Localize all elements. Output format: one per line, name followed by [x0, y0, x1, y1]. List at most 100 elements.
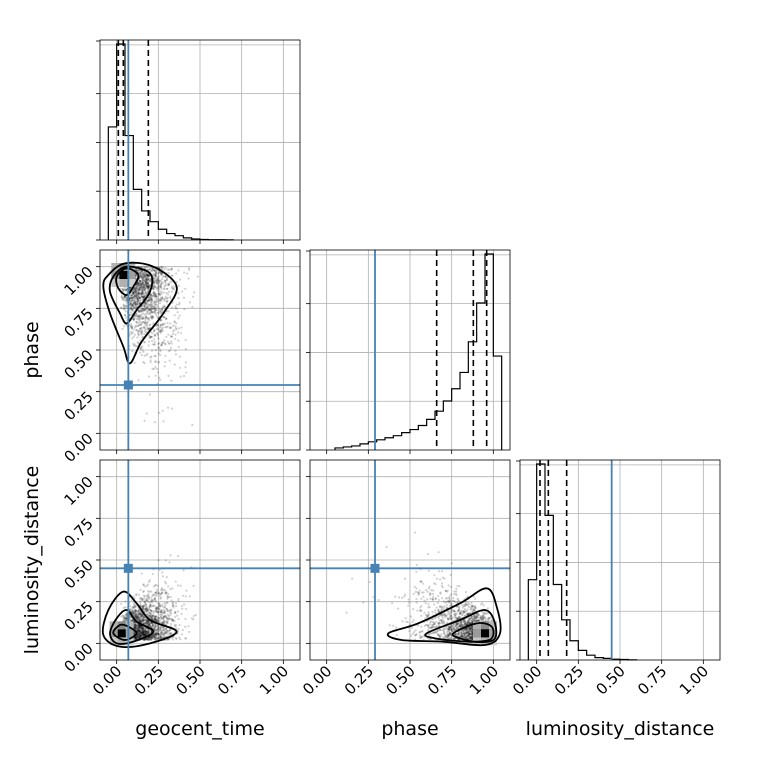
scatter-point	[154, 272, 157, 275]
scatter-point	[131, 294, 134, 297]
scatter-point	[170, 268, 173, 271]
scatter-point	[415, 570, 418, 573]
scatter-point	[427, 552, 430, 556]
scatter-point	[152, 287, 155, 291]
scatter-point	[158, 376, 161, 379]
scatter-point	[153, 338, 156, 341]
scatter-point	[455, 587, 458, 590]
scatter-point	[175, 605, 178, 608]
scatter-point	[177, 599, 180, 602]
scatter-point	[464, 590, 468, 594]
scatter-point	[157, 282, 160, 285]
x-tick-label: 0.00	[89, 662, 125, 698]
scatter-point	[166, 340, 170, 343]
scatter-point	[156, 286, 159, 289]
scatter-point	[168, 614, 171, 617]
scatter-point	[467, 606, 471, 609]
scatter-point	[149, 303, 152, 306]
scatter-point	[137, 310, 140, 314]
scatter-point	[169, 622, 173, 626]
scatter-point	[149, 361, 152, 364]
scatter-point	[159, 290, 162, 294]
scatter-point	[142, 321, 145, 324]
scatter-point	[420, 625, 423, 628]
scatter-point	[144, 281, 147, 285]
scatter-point	[158, 279, 161, 282]
scatter-point	[453, 614, 457, 618]
scatter-point	[161, 326, 165, 329]
scatter-point	[132, 292, 136, 295]
scatter-point	[156, 332, 159, 335]
scatter-point	[154, 273, 157, 276]
scatter-point	[441, 576, 445, 579]
scatter-point	[432, 595, 435, 599]
scatter-point	[156, 279, 159, 282]
scatter-point	[144, 286, 147, 289]
scatter-point	[166, 268, 169, 271]
truth-marker	[123, 380, 133, 390]
scatter-point	[136, 269, 139, 272]
scatter-point	[168, 342, 171, 345]
scatter-point	[148, 614, 151, 617]
scatter-point	[139, 292, 142, 296]
scatter-point	[146, 326, 149, 329]
scatter-point	[171, 274, 174, 277]
scatter-point	[418, 589, 421, 592]
scatter-point	[188, 630, 191, 633]
scatter-point	[169, 633, 172, 636]
scatter-point	[139, 271, 143, 274]
scatter-point	[164, 582, 168, 585]
scatter-point	[173, 314, 176, 317]
scatter-point	[434, 609, 437, 612]
scatter-point	[137, 292, 140, 295]
scatter-point	[139, 327, 142, 330]
scatter-point	[160, 265, 163, 269]
scatter-point	[130, 300, 133, 303]
density-peak	[117, 629, 126, 638]
scatter-point	[413, 585, 416, 588]
scatter-point	[140, 572, 143, 575]
scatter-point	[139, 287, 142, 290]
scatter-point	[184, 338, 187, 342]
scatter-point	[141, 282, 144, 286]
scatter-point	[163, 635, 166, 638]
scatter-point	[412, 607, 415, 611]
scatter-point	[124, 299, 127, 302]
scatter-point	[166, 595, 169, 598]
scatter-point	[169, 326, 172, 329]
scatter-point	[124, 313, 127, 317]
scatter-point	[147, 284, 150, 287]
scatter-point	[137, 315, 140, 318]
scatter-point	[157, 292, 160, 295]
scatter-point	[477, 618, 480, 621]
scatter-point	[121, 327, 124, 331]
scatter-point	[158, 348, 162, 351]
scatter-point	[447, 584, 450, 587]
scatter-point	[157, 361, 160, 364]
scatter-point	[163, 298, 166, 301]
scatter-point	[152, 627, 156, 630]
scatter-point	[143, 308, 146, 311]
scatter-point	[154, 286, 157, 289]
scatter-point	[148, 304, 151, 307]
scatter-point	[153, 306, 157, 309]
scatter-point	[155, 610, 158, 614]
scatter-point	[167, 310, 170, 313]
scatter-point	[144, 328, 147, 331]
scatter-point	[155, 278, 158, 281]
scatter-point	[192, 614, 195, 618]
scatter-point	[141, 331, 144, 334]
scatter-point	[453, 600, 457, 604]
scatter-point	[174, 307, 177, 310]
scatter-point	[135, 294, 138, 297]
scatter-point	[165, 300, 168, 303]
scatter-point	[420, 614, 423, 617]
scatter-point	[138, 280, 142, 283]
scatter-point	[133, 293, 136, 296]
scatter-point	[156, 297, 159, 301]
scatter-point	[135, 325, 138, 328]
scatter-point	[152, 610, 155, 613]
scatter-point	[146, 609, 149, 612]
scatter-point	[171, 638, 174, 641]
scatter-point	[131, 296, 134, 300]
